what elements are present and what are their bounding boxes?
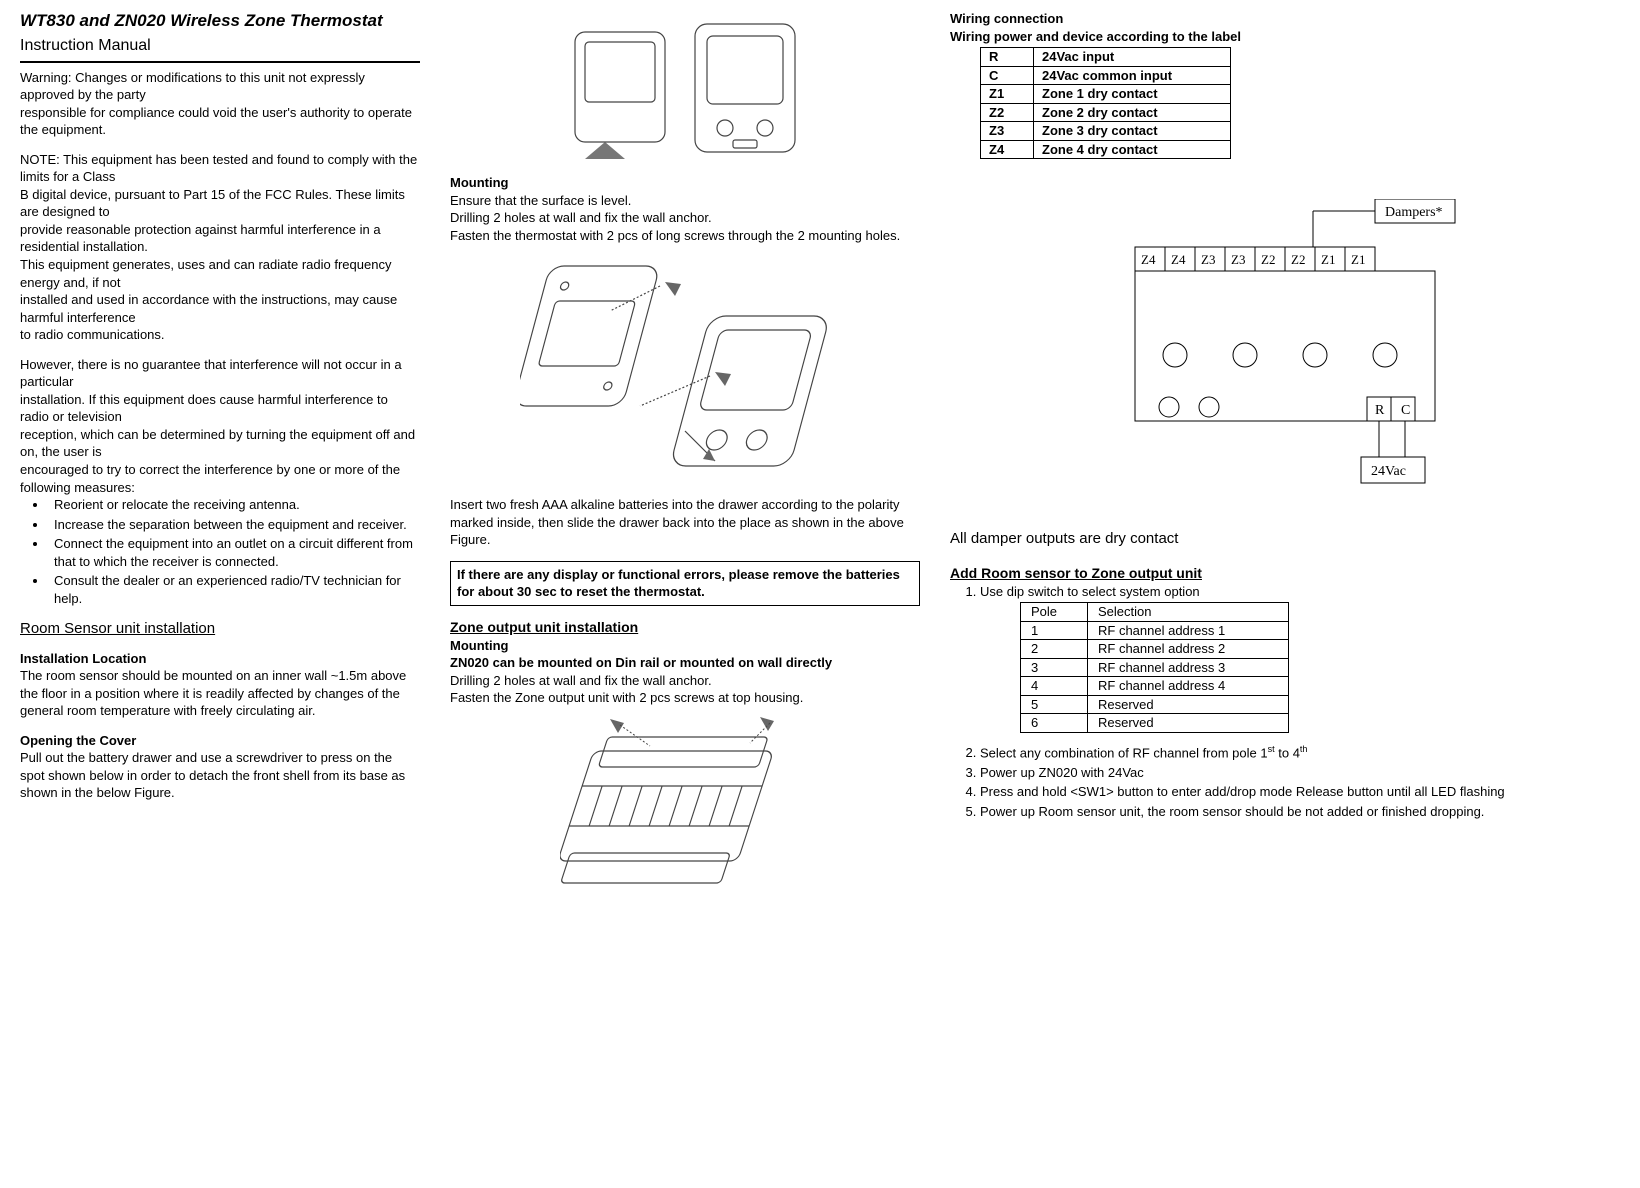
- note-text-6: to radio communications.: [20, 326, 420, 344]
- mounting-line-3: Fasten the thermostat with 2 pcs of long…: [450, 227, 920, 245]
- opening-cover-heading: Opening the Cover: [20, 732, 420, 750]
- table-row: R24Vac input: [981, 48, 1231, 67]
- table-row: Z1Zone 1 dry contact: [981, 85, 1231, 104]
- table-row: 5Reserved: [1021, 695, 1289, 714]
- column-1: WT830 and ZN020 Wireless Zone Thermostat…: [20, 10, 420, 901]
- table-row: Z2Zone 2 dry contact: [981, 103, 1231, 122]
- svg-text:R: R: [1375, 403, 1385, 418]
- svg-text:Z3: Z3: [1231, 252, 1245, 267]
- step-item: Press and hold <SW1> button to enter add…: [980, 783, 1620, 801]
- reset-note-box: If there are any display or functional e…: [450, 561, 920, 606]
- table-row: 6Reserved: [1021, 714, 1289, 733]
- table-row: 2RF channel address 2: [1021, 640, 1289, 659]
- mounting-line-2: Drilling 2 holes at wall and fix the wal…: [450, 209, 920, 227]
- warning-text-1: Warning: Changes or modifications to thi…: [20, 69, 420, 104]
- however-text-3: reception, which can be determined by tu…: [20, 426, 420, 461]
- list-item: Increase the separation between the equi…: [48, 516, 420, 534]
- page-root: WT830 and ZN020 Wireless Zone Thermostat…: [20, 10, 1620, 901]
- room-sensor-heading: Room Sensor unit installation: [20, 619, 420, 639]
- dampers-label: Dampers*: [1385, 205, 1443, 220]
- table-row: 4RF channel address 4: [1021, 677, 1289, 696]
- svg-text:Z1: Z1: [1351, 252, 1365, 267]
- zone-mounting-line-3: Fasten the Zone output unit with 2 pcs s…: [450, 689, 920, 707]
- note-text-4: This equipment generates, uses and can r…: [20, 256, 420, 291]
- table-row: 3RF channel address 3: [1021, 658, 1289, 677]
- svg-text:Z4: Z4: [1141, 252, 1156, 267]
- table-row: 1RF channel address 1: [1021, 621, 1289, 640]
- step-2-text-b: to 4: [1275, 745, 1300, 760]
- however-text-2: installation. If this equipment does cau…: [20, 391, 420, 426]
- table-row: Z3Zone 3 dry contact: [981, 122, 1231, 141]
- power-label: 24Vac: [1371, 464, 1406, 479]
- zone-unit-diagram: [450, 711, 920, 891]
- svg-text:Z3: Z3: [1201, 252, 1215, 267]
- opening-diagram: [450, 14, 920, 164]
- warning-text-2: responsible for compliance could void th…: [20, 104, 420, 139]
- measures-list: Reorient or relocate the receiving anten…: [20, 496, 420, 607]
- mounting-exploded-icon: [520, 256, 850, 486]
- note-text-5: installed and used in accordance with th…: [20, 291, 420, 326]
- table-row: Z4Zone 4 dry contact: [981, 140, 1231, 159]
- thermostat-open-icon: [555, 14, 815, 164]
- list-item: Consult the dealer or an experienced rad…: [48, 572, 420, 607]
- svg-text:Z2: Z2: [1261, 252, 1275, 267]
- mounting-diagram: [450, 256, 920, 486]
- zone-output-heading: Zone output unit installation: [450, 618, 920, 637]
- mounting-line-1: Ensure that the surface is level.: [450, 192, 920, 210]
- step-1-text: Use dip switch to select system option: [980, 584, 1200, 599]
- step-2-text-a: Select any combination of RF channel fro…: [980, 745, 1268, 760]
- steps-list: Use dip switch to select system option P…: [950, 583, 1620, 821]
- add-room-heading: Add Room sensor to Zone output unit: [950, 564, 1620, 583]
- column-3: Wiring connection Wiring power and devic…: [950, 10, 1620, 901]
- table-row: PoleSelection: [1021, 603, 1289, 622]
- wiring-schematic-icon: Dampers* R C: [1105, 199, 1465, 519]
- table-row: C24Vac common input: [981, 66, 1231, 85]
- step-item: Use dip switch to select system option P…: [980, 583, 1620, 733]
- mounting-heading: Mounting: [450, 174, 920, 192]
- step-item: Power up Room sensor unit, the room sens…: [980, 803, 1620, 821]
- list-item: Connect the equipment into an outlet on …: [48, 535, 420, 570]
- wiring-diagram: Dampers* R C: [950, 199, 1620, 519]
- install-location-heading: Installation Location: [20, 650, 420, 668]
- dip-switch-table: PoleSelection 1RF channel address 1 2RF …: [1020, 602, 1289, 733]
- however-text-1: However, there is no guarantee that inte…: [20, 356, 420, 391]
- wiring-heading-1: Wiring connection: [950, 10, 1620, 28]
- doc-title: WT830 and ZN020 Wireless Zone Thermostat: [20, 10, 420, 33]
- battery-text: Insert two fresh AAA alkaline batteries …: [450, 496, 920, 549]
- install-location-text: The room sensor should be mounted on an …: [20, 667, 420, 720]
- svg-text:Z1: Z1: [1321, 252, 1335, 267]
- column-2: Mounting Ensure that the surface is leve…: [450, 10, 920, 901]
- note-text-3: provide reasonable protection against ha…: [20, 221, 420, 256]
- svg-text:C: C: [1401, 403, 1410, 418]
- note-text-1: NOTE: This equipment has been tested and…: [20, 151, 420, 186]
- zone-mounting-line-2: Drilling 2 holes at wall and fix the wal…: [450, 672, 920, 690]
- sup-st: st: [1268, 744, 1275, 754]
- list-item: Reorient or relocate the receiving anten…: [48, 496, 420, 514]
- wiring-table: R24Vac input C24Vac common input Z1Zone …: [980, 47, 1231, 159]
- step-item: Power up ZN020 with 24Vac: [980, 764, 1620, 782]
- however-text-4: encouraged to try to correct the interfe…: [20, 461, 420, 496]
- zone-mounting-line-1: ZN020 can be mounted on Din rail or moun…: [450, 654, 920, 672]
- opening-cover-text: Pull out the battery drawer and use a sc…: [20, 749, 420, 802]
- zone-mounting-heading: Mounting: [450, 637, 920, 655]
- sup-th: th: [1300, 744, 1308, 754]
- wiring-heading-2: Wiring power and device according to the…: [950, 28, 1620, 46]
- svg-text:Z2: Z2: [1291, 252, 1305, 267]
- note-text-2: B digital device, pursuant to Part 15 of…: [20, 186, 420, 221]
- doc-subtitle: Instruction Manual: [20, 35, 420, 63]
- zone-unit-icon: [560, 711, 810, 891]
- svg-text:Z4: Z4: [1171, 252, 1186, 267]
- step-item: Select any combination of RF channel fro…: [980, 743, 1620, 762]
- dry-contact-note: All damper outputs are dry contact: [950, 529, 1620, 549]
